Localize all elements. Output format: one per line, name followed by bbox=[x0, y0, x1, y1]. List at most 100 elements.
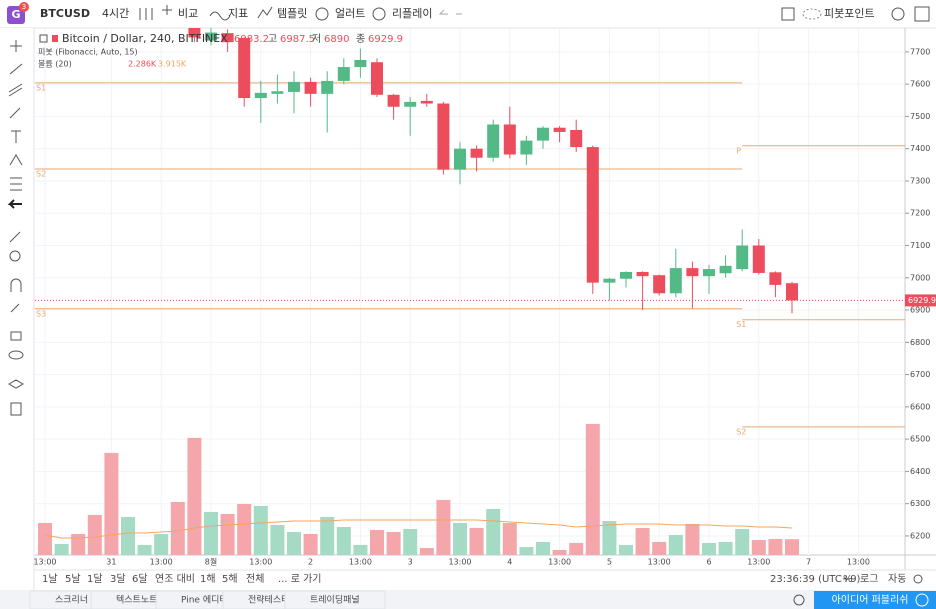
pivot-label: S2 bbox=[36, 170, 46, 179]
interval[interactable]: 4시간 bbox=[102, 7, 129, 20]
candle-body bbox=[620, 271, 632, 279]
range-button[interactable]: 연조 대비 bbox=[155, 573, 195, 585]
volume-bar bbox=[768, 538, 783, 555]
compare[interactable]: 비교 bbox=[178, 7, 198, 20]
volume-bar bbox=[785, 539, 799, 555]
snapshot-icon[interactable] bbox=[793, 594, 805, 606]
range-button[interactable]: 5날 bbox=[65, 573, 81, 585]
candle-body bbox=[636, 271, 649, 277]
volume-bar bbox=[270, 524, 285, 555]
chart-title: Bitcoin / Dollar, 240, BITFINEX bbox=[62, 32, 228, 45]
left-toolbar bbox=[0, 28, 34, 609]
logo-letter: G bbox=[11, 8, 20, 21]
pivot-icon bbox=[802, 8, 822, 20]
legend-toggle[interactable] bbox=[39, 34, 48, 43]
settings-icon[interactable] bbox=[891, 7, 905, 21]
volume-bar bbox=[71, 533, 86, 555]
candle-body bbox=[769, 272, 782, 285]
alerts[interactable]: 얼러트 bbox=[335, 6, 365, 20]
x-tick-label: 13:00 bbox=[548, 558, 571, 567]
range-button[interactable]: 1해 bbox=[200, 572, 216, 585]
pivot-label: S3 bbox=[36, 309, 46, 318]
templates[interactable]: 템플릿 bbox=[277, 7, 307, 20]
candle-body bbox=[570, 129, 583, 148]
pivot-label: S1 bbox=[736, 320, 746, 329]
range-button[interactable]: 1날 bbox=[42, 573, 58, 585]
tab[interactable] bbox=[284, 590, 386, 609]
y-tick-label: 6700 bbox=[910, 370, 930, 379]
publish-button[interactable] bbox=[814, 591, 936, 609]
range-button[interactable]: 3달 bbox=[110, 573, 126, 585]
volume-bar bbox=[469, 527, 484, 555]
volume-bar bbox=[436, 499, 451, 555]
volume-bar bbox=[751, 539, 766, 555]
volume-bar bbox=[386, 531, 401, 555]
volume-bar bbox=[187, 437, 202, 555]
y-tick-label: 7000 bbox=[910, 273, 930, 282]
alert-icon bbox=[315, 7, 329, 21]
axis-settings[interactable] bbox=[913, 574, 923, 584]
volume-bar bbox=[104, 452, 119, 555]
volume-bar bbox=[154, 533, 169, 555]
candle-body bbox=[437, 103, 450, 170]
legend-key: 고 bbox=[268, 34, 277, 45]
range-button[interactable]: 6달 bbox=[132, 573, 148, 585]
volume-bar bbox=[370, 529, 384, 555]
legend-low: 6890 bbox=[324, 34, 349, 45]
drawing-tools[interactable] bbox=[7, 40, 25, 416]
clock: 23:36:39 (UTC+9) bbox=[770, 574, 861, 585]
candle-body bbox=[520, 140, 533, 155]
indicators[interactable]: 지표 bbox=[228, 7, 248, 20]
candle-body bbox=[420, 100, 433, 104]
volume-legend: 볼륨 (20) bbox=[38, 59, 72, 69]
percent-toggle[interactable]: % bbox=[843, 574, 853, 585]
pivot-setting[interactable]: 피봇포인트 bbox=[824, 7, 875, 20]
pivot-label: P bbox=[736, 146, 741, 155]
range-button[interactable]: 1달 bbox=[87, 573, 103, 585]
volume-bar bbox=[735, 528, 750, 555]
candle-body bbox=[321, 80, 334, 94]
legend-flag bbox=[52, 35, 58, 42]
symbol[interactable]: BTCUSD bbox=[40, 7, 90, 20]
tab-label: 전략테스터 bbox=[248, 594, 289, 606]
candle-body bbox=[205, 32, 217, 41]
y-tick-label: 7700 bbox=[910, 47, 930, 56]
range-button[interactable]: 5해 bbox=[222, 572, 238, 585]
candle-body bbox=[719, 265, 732, 274]
volume-bar bbox=[204, 511, 218, 555]
volume-bar bbox=[253, 505, 268, 555]
candle-body bbox=[404, 101, 417, 107]
volume-bar bbox=[38, 522, 52, 555]
candle-body bbox=[503, 124, 516, 155]
replay[interactable]: 리플레이 bbox=[392, 7, 432, 20]
volume-bar bbox=[585, 423, 600, 555]
candle-body bbox=[603, 278, 616, 283]
candle-body bbox=[487, 124, 500, 158]
legend-open: 6983.2 bbox=[234, 34, 269, 45]
fullscreen-icon[interactable] bbox=[914, 6, 930, 22]
undo-redo[interactable] bbox=[438, 9, 462, 15]
x-tick-label: 13:00 bbox=[847, 558, 870, 567]
pivot-label: S1 bbox=[36, 83, 46, 92]
volume-bar bbox=[502, 522, 517, 555]
last-price-box bbox=[905, 294, 936, 307]
legend-high: 6987.5 bbox=[280, 34, 315, 45]
volume-bar bbox=[170, 501, 185, 555]
y-tick-label: 7600 bbox=[910, 80, 930, 89]
y-tick-label: 7200 bbox=[910, 209, 930, 218]
candle-icon[interactable] bbox=[139, 8, 153, 20]
volume-bar bbox=[702, 542, 716, 555]
range-button[interactable]: 전체 bbox=[246, 573, 264, 585]
tab-label: 스크리너 bbox=[55, 595, 88, 606]
layout-icon[interactable] bbox=[781, 7, 795, 21]
volume-bar bbox=[619, 544, 633, 555]
range-button[interactable]: ... 로 가기 bbox=[278, 573, 322, 585]
y-tick-label: 7300 bbox=[910, 176, 930, 185]
log-toggle[interactable]: 로그 bbox=[860, 574, 878, 585]
compare-icon bbox=[162, 5, 172, 15]
y-tick-label: 6800 bbox=[910, 338, 930, 347]
volume-ma-value: 3.915K bbox=[158, 60, 187, 69]
auto-toggle[interactable]: 자동 bbox=[888, 573, 906, 585]
volume-bar bbox=[303, 533, 318, 555]
x-tick-label: 13:00 bbox=[33, 558, 56, 567]
